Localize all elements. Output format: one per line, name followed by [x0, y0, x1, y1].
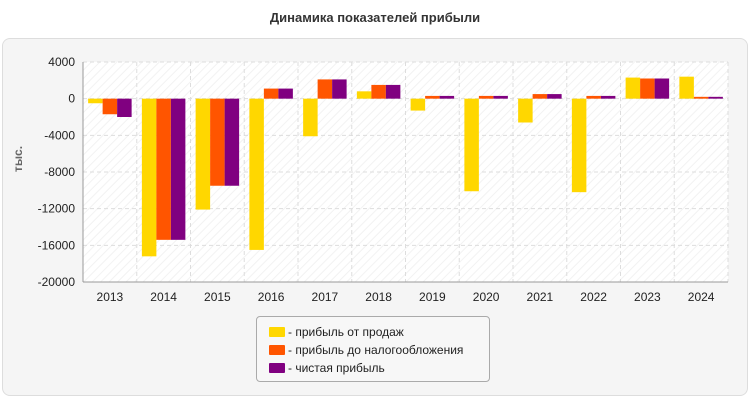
bar	[170, 98, 186, 240]
bar	[464, 98, 479, 192]
y-axis-label: тыс.	[11, 146, 25, 172]
y-tick-label: -12000	[38, 202, 76, 216]
legend-swatch-net-profit	[269, 363, 285, 373]
bar	[356, 91, 372, 99]
legend-label-net-profit: - чистая прибыль	[288, 361, 385, 375]
bar	[679, 76, 694, 99]
x-tick-label: 2024	[688, 290, 715, 304]
y-tick-label: 0	[68, 92, 75, 106]
x-tick-label: 2017	[312, 290, 339, 304]
bar	[263, 88, 279, 99]
bar	[385, 84, 401, 99]
bar	[600, 95, 616, 99]
x-tick-labels: 2013 2014 2015 2016 2017 2018 2019 2020 2021 2022…	[97, 290, 715, 304]
y-tick-label: -4000	[44, 128, 75, 142]
bar	[532, 94, 548, 99]
x-tick-label: 2014	[150, 290, 177, 304]
bar	[303, 98, 318, 137]
bar	[586, 95, 601, 99]
bar	[693, 96, 709, 99]
bar	[410, 98, 426, 111]
bar	[439, 95, 455, 99]
bar	[625, 77, 641, 99]
bar	[88, 98, 103, 104]
bar	[102, 98, 118, 115]
x-tick-label: 2021	[527, 290, 554, 304]
bar	[249, 98, 264, 250]
bar	[278, 88, 293, 99]
bar	[708, 96, 723, 99]
x-tick-label: 2019	[419, 290, 446, 304]
y-tick-label: -20000	[38, 275, 76, 289]
legend-swatch-pretax-profit	[269, 345, 285, 355]
y-tick-label: -8000	[44, 165, 75, 179]
y-tick-label: 4000	[48, 55, 75, 69]
bar	[195, 98, 211, 210]
legend-label-sales-profit: - прибыль от продаж	[288, 325, 404, 339]
bar	[317, 79, 333, 99]
bar	[117, 98, 132, 117]
bar	[425, 95, 440, 99]
x-tick-label: 2018	[365, 290, 392, 304]
legend-swatch-sales-profit	[269, 327, 285, 337]
bar	[478, 95, 494, 99]
bar	[518, 98, 533, 123]
legend-item-net-profit: - чистая прибыль	[269, 359, 489, 377]
bar	[332, 79, 347, 99]
y-tick-labels: 4000 0 -4000 -8000 -12000 -16000 -20000	[38, 55, 76, 289]
legend: - прибыль от продаж - прибыль до налогоо…	[256, 316, 490, 382]
bar	[141, 98, 157, 257]
bar	[224, 98, 240, 186]
bar	[640, 78, 655, 99]
bar	[547, 94, 562, 99]
chart-title: Динамика показателей прибыли	[269, 10, 481, 25]
bar	[210, 98, 225, 186]
x-tick-label: 2020	[473, 290, 500, 304]
bar	[571, 98, 587, 193]
bar	[371, 84, 386, 99]
x-tick-label: 2022	[580, 290, 607, 304]
axes	[82, 62, 728, 283]
bars	[88, 76, 723, 257]
x-tick-label: 2013	[97, 290, 124, 304]
bar	[654, 78, 670, 99]
bar	[493, 95, 508, 99]
bar	[156, 98, 171, 240]
x-tick-label: 2015	[204, 290, 231, 304]
legend-item-pretax-profit: - прибыль до налогообложения	[269, 341, 489, 359]
y-tick-label: -16000	[38, 238, 76, 252]
x-tick-label: 2016	[258, 290, 285, 304]
legend-label-pretax-profit: - прибыль до налогообложения	[288, 343, 464, 357]
x-tick-label: 2023	[634, 290, 661, 304]
legend-item-sales-profit: - прибыль от продаж	[269, 323, 489, 341]
